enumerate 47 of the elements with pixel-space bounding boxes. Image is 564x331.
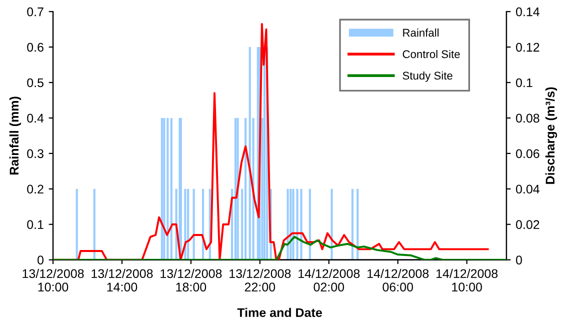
y-tick-label: 0.5 [27, 78, 44, 88]
y-tick-label: 0.4 [27, 114, 44, 123]
y2-tick-label: 0.04 [516, 184, 540, 194]
bar [76, 188, 78, 260]
bar [170, 118, 172, 260]
bar [351, 188, 354, 260]
legend-label: Study Site [402, 71, 452, 82]
y-tick-label: 0.6 [27, 42, 44, 52]
bar [330, 188, 333, 260]
bar [308, 188, 311, 260]
x-tick-label: 13/12/2008 22:00 [230, 268, 291, 292]
bar [166, 118, 169, 260]
bar [187, 188, 190, 260]
x-tick-label: 14/12/2008 10:00 [436, 268, 498, 292]
y2-tick-label: 0.14 [516, 7, 540, 16]
y2-tick-label: 0 [516, 256, 522, 264]
bar [192, 188, 195, 260]
y-tick-label: 0 [38, 256, 44, 264]
y-tick-label: 0.7 [27, 7, 44, 16]
bar [296, 188, 298, 260]
bar [160, 118, 163, 260]
bar [244, 118, 247, 260]
x-axis-title: Time and Date [237, 308, 322, 318]
x-tick-label: 13/12/2008 14:00 [92, 268, 153, 292]
y2-tick-label: 0.1 [516, 78, 532, 88]
y2-tick-label: 0.12 [516, 42, 540, 52]
x-tick-label: 14/12/2008 02:00 [298, 268, 360, 292]
y-tick-label: 0.2 [27, 184, 44, 194]
y2-tick-label: 0.08 [516, 114, 540, 123]
y2-tick-label: 0.06 [516, 149, 540, 158]
x-tick-label: 13/12/2008 18:00 [160, 268, 222, 292]
x-tick-label: 13/12/2008 10:00 [22, 268, 84, 292]
bar [163, 118, 166, 260]
bar [292, 188, 294, 260]
y-tick-label: 0.1 [27, 220, 44, 230]
legend-label: Rainfall [403, 28, 439, 37]
x-tick-label: 14/12/2008 06:00 [368, 268, 429, 292]
y-tick-label: 0.3 [27, 149, 44, 158]
bar [234, 118, 237, 260]
y2-axis-title: Discharge (m³/s) [545, 87, 558, 184]
y2-tick-label: 0.02 [516, 220, 540, 230]
bar [356, 188, 359, 260]
bar [93, 188, 96, 260]
bar [248, 47, 251, 260]
y-axis-title: Rainfall (mm) [9, 96, 22, 174]
bar [300, 188, 302, 260]
legend-label: Control Site [402, 50, 460, 58]
